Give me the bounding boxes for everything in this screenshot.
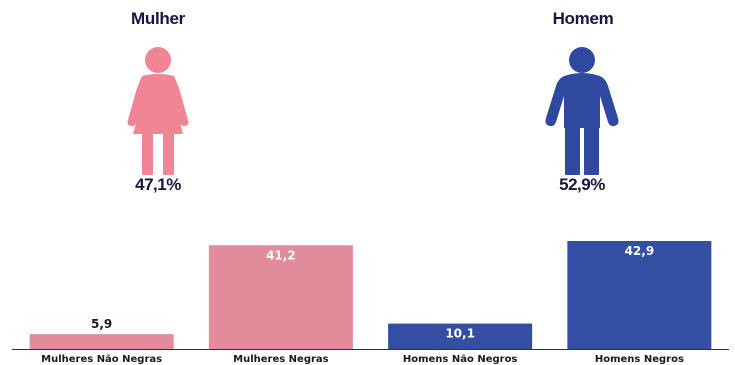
bar-value-label: 5,9 xyxy=(91,317,112,331)
bar-2 xyxy=(208,245,353,349)
x-tick-label: Homens Não Negros xyxy=(403,354,518,365)
male-percent: 52,9% xyxy=(559,175,605,194)
female-percent: 47,1% xyxy=(135,175,181,194)
bar-value-label: 42,9 xyxy=(625,244,655,258)
bar-1 xyxy=(29,334,174,349)
woman-icon xyxy=(127,47,189,175)
x-tick-label: Homens Negros xyxy=(595,354,684,365)
bar-3 xyxy=(388,323,533,349)
x-tick-label: Mulheres Negras xyxy=(233,354,329,365)
female-title: Mulher xyxy=(131,9,185,28)
bar-4 xyxy=(567,241,712,349)
bar-value-label: 10,1 xyxy=(445,327,475,341)
male-title: Homem xyxy=(552,9,614,28)
man-icon xyxy=(545,47,619,175)
bar-value-label: 41,2 xyxy=(266,248,296,262)
x-tick-label: Mulheres Não Negras xyxy=(41,354,162,365)
